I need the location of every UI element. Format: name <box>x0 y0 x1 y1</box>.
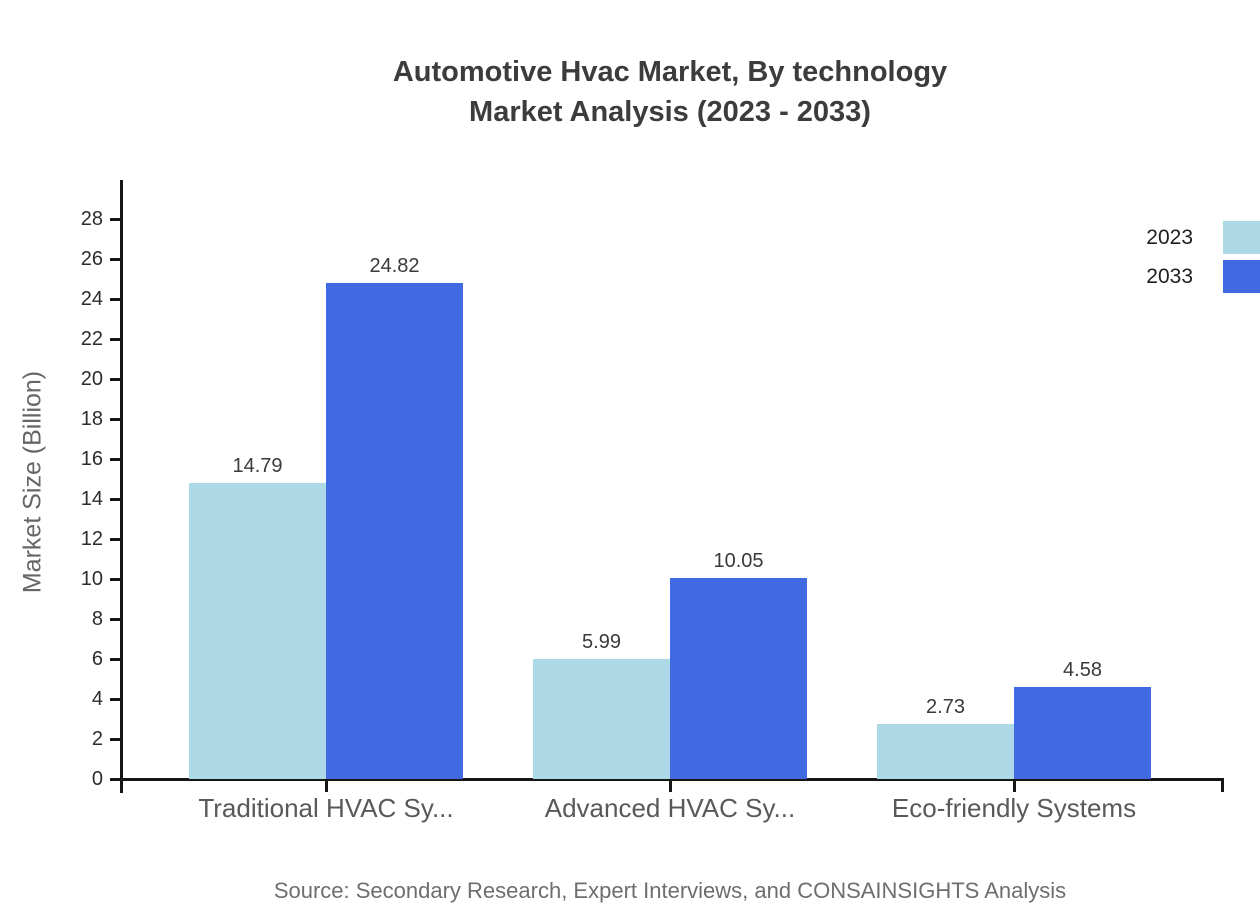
y-tick <box>110 578 120 581</box>
y-tick <box>110 618 120 621</box>
y-axis-line <box>120 180 123 793</box>
legend-item-2033: 2033 <box>1100 260 1260 293</box>
legend-item-2023: 2023 <box>1100 221 1260 254</box>
y-tick-label: 0 <box>91 768 103 790</box>
value-label-2023-group2: 5.99 <box>582 631 621 654</box>
bar-2033-group1 <box>326 282 463 779</box>
x-category-label: Advanced HVAC Sy... <box>544 793 796 823</box>
y-tick <box>110 418 120 421</box>
x-axis-end-tick <box>1221 778 1224 792</box>
y-tick-label: 14 <box>80 488 103 510</box>
x-axis-line <box>120 778 1224 781</box>
legend-swatch-2033 <box>1223 260 1260 293</box>
y-axis-title: Market Size (Billion) <box>18 370 47 594</box>
y-tick <box>110 298 120 301</box>
y-tick-label: 16 <box>80 448 103 470</box>
y-tick <box>110 778 120 781</box>
bar-2033-group3 <box>1014 687 1151 779</box>
y-tick <box>110 658 120 661</box>
y-tick <box>110 338 120 341</box>
y-tick-label: 20 <box>80 368 103 390</box>
y-tick-label: 24 <box>80 288 103 310</box>
value-label-2033-group3: 4.58 <box>1063 659 1102 682</box>
y-tick <box>110 458 120 461</box>
y-tick <box>110 378 120 381</box>
bar-2033-group2 <box>670 578 807 779</box>
y-tick-label: 22 <box>80 328 103 350</box>
y-tick-label: 18 <box>80 408 103 430</box>
legend-label-2023: 2023 <box>1146 225 1193 249</box>
x-category-label: Eco-friendly Systems <box>891 793 1137 823</box>
x-group-tick <box>1013 778 1016 792</box>
chart-title-line1: Automotive Hvac Market, By technology <box>392 56 948 88</box>
x-group-tick <box>325 778 328 792</box>
y-tick <box>110 218 120 221</box>
y-tick-label: 4 <box>91 688 103 710</box>
y-tick-label: 6 <box>91 648 103 670</box>
bar-2023-group1 <box>189 483 326 779</box>
chart-title-line2: Market Analysis (2023 - 2033) <box>469 96 871 128</box>
value-label-2023-group1: 14.79 <box>232 455 283 478</box>
y-tick-label: 28 <box>80 208 103 230</box>
value-label-2033-group2: 10.05 <box>713 550 764 572</box>
y-tick <box>110 538 120 541</box>
y-tick-label: 12 <box>80 528 103 550</box>
bar-2023-group2 <box>533 659 670 779</box>
y-tick <box>110 258 120 261</box>
source-note: Source: Secondary Research, Expert Inter… <box>273 878 1067 903</box>
chart-title: Automotive Hvac Market, By technology Ma… <box>80 52 1260 132</box>
y-tick <box>110 498 120 501</box>
y-tick <box>110 698 120 701</box>
y-tick-label: 8 <box>91 608 103 630</box>
x-group-tick <box>669 778 672 792</box>
value-label-2033-group1: 24.82 <box>369 254 420 277</box>
y-tick <box>110 738 120 741</box>
bar-2023-group3 <box>877 724 1014 779</box>
legend-label-2033: 2033 <box>1146 264 1193 288</box>
y-tick-label: 26 <box>80 248 103 270</box>
value-label-2023-group3: 2.73 <box>926 696 965 719</box>
y-tick-label: 10 <box>80 568 103 590</box>
x-category-label: Traditional HVAC Sy... <box>198 793 454 823</box>
y-tick-label: 2 <box>91 728 103 750</box>
legend-swatch-2023 <box>1223 221 1260 254</box>
